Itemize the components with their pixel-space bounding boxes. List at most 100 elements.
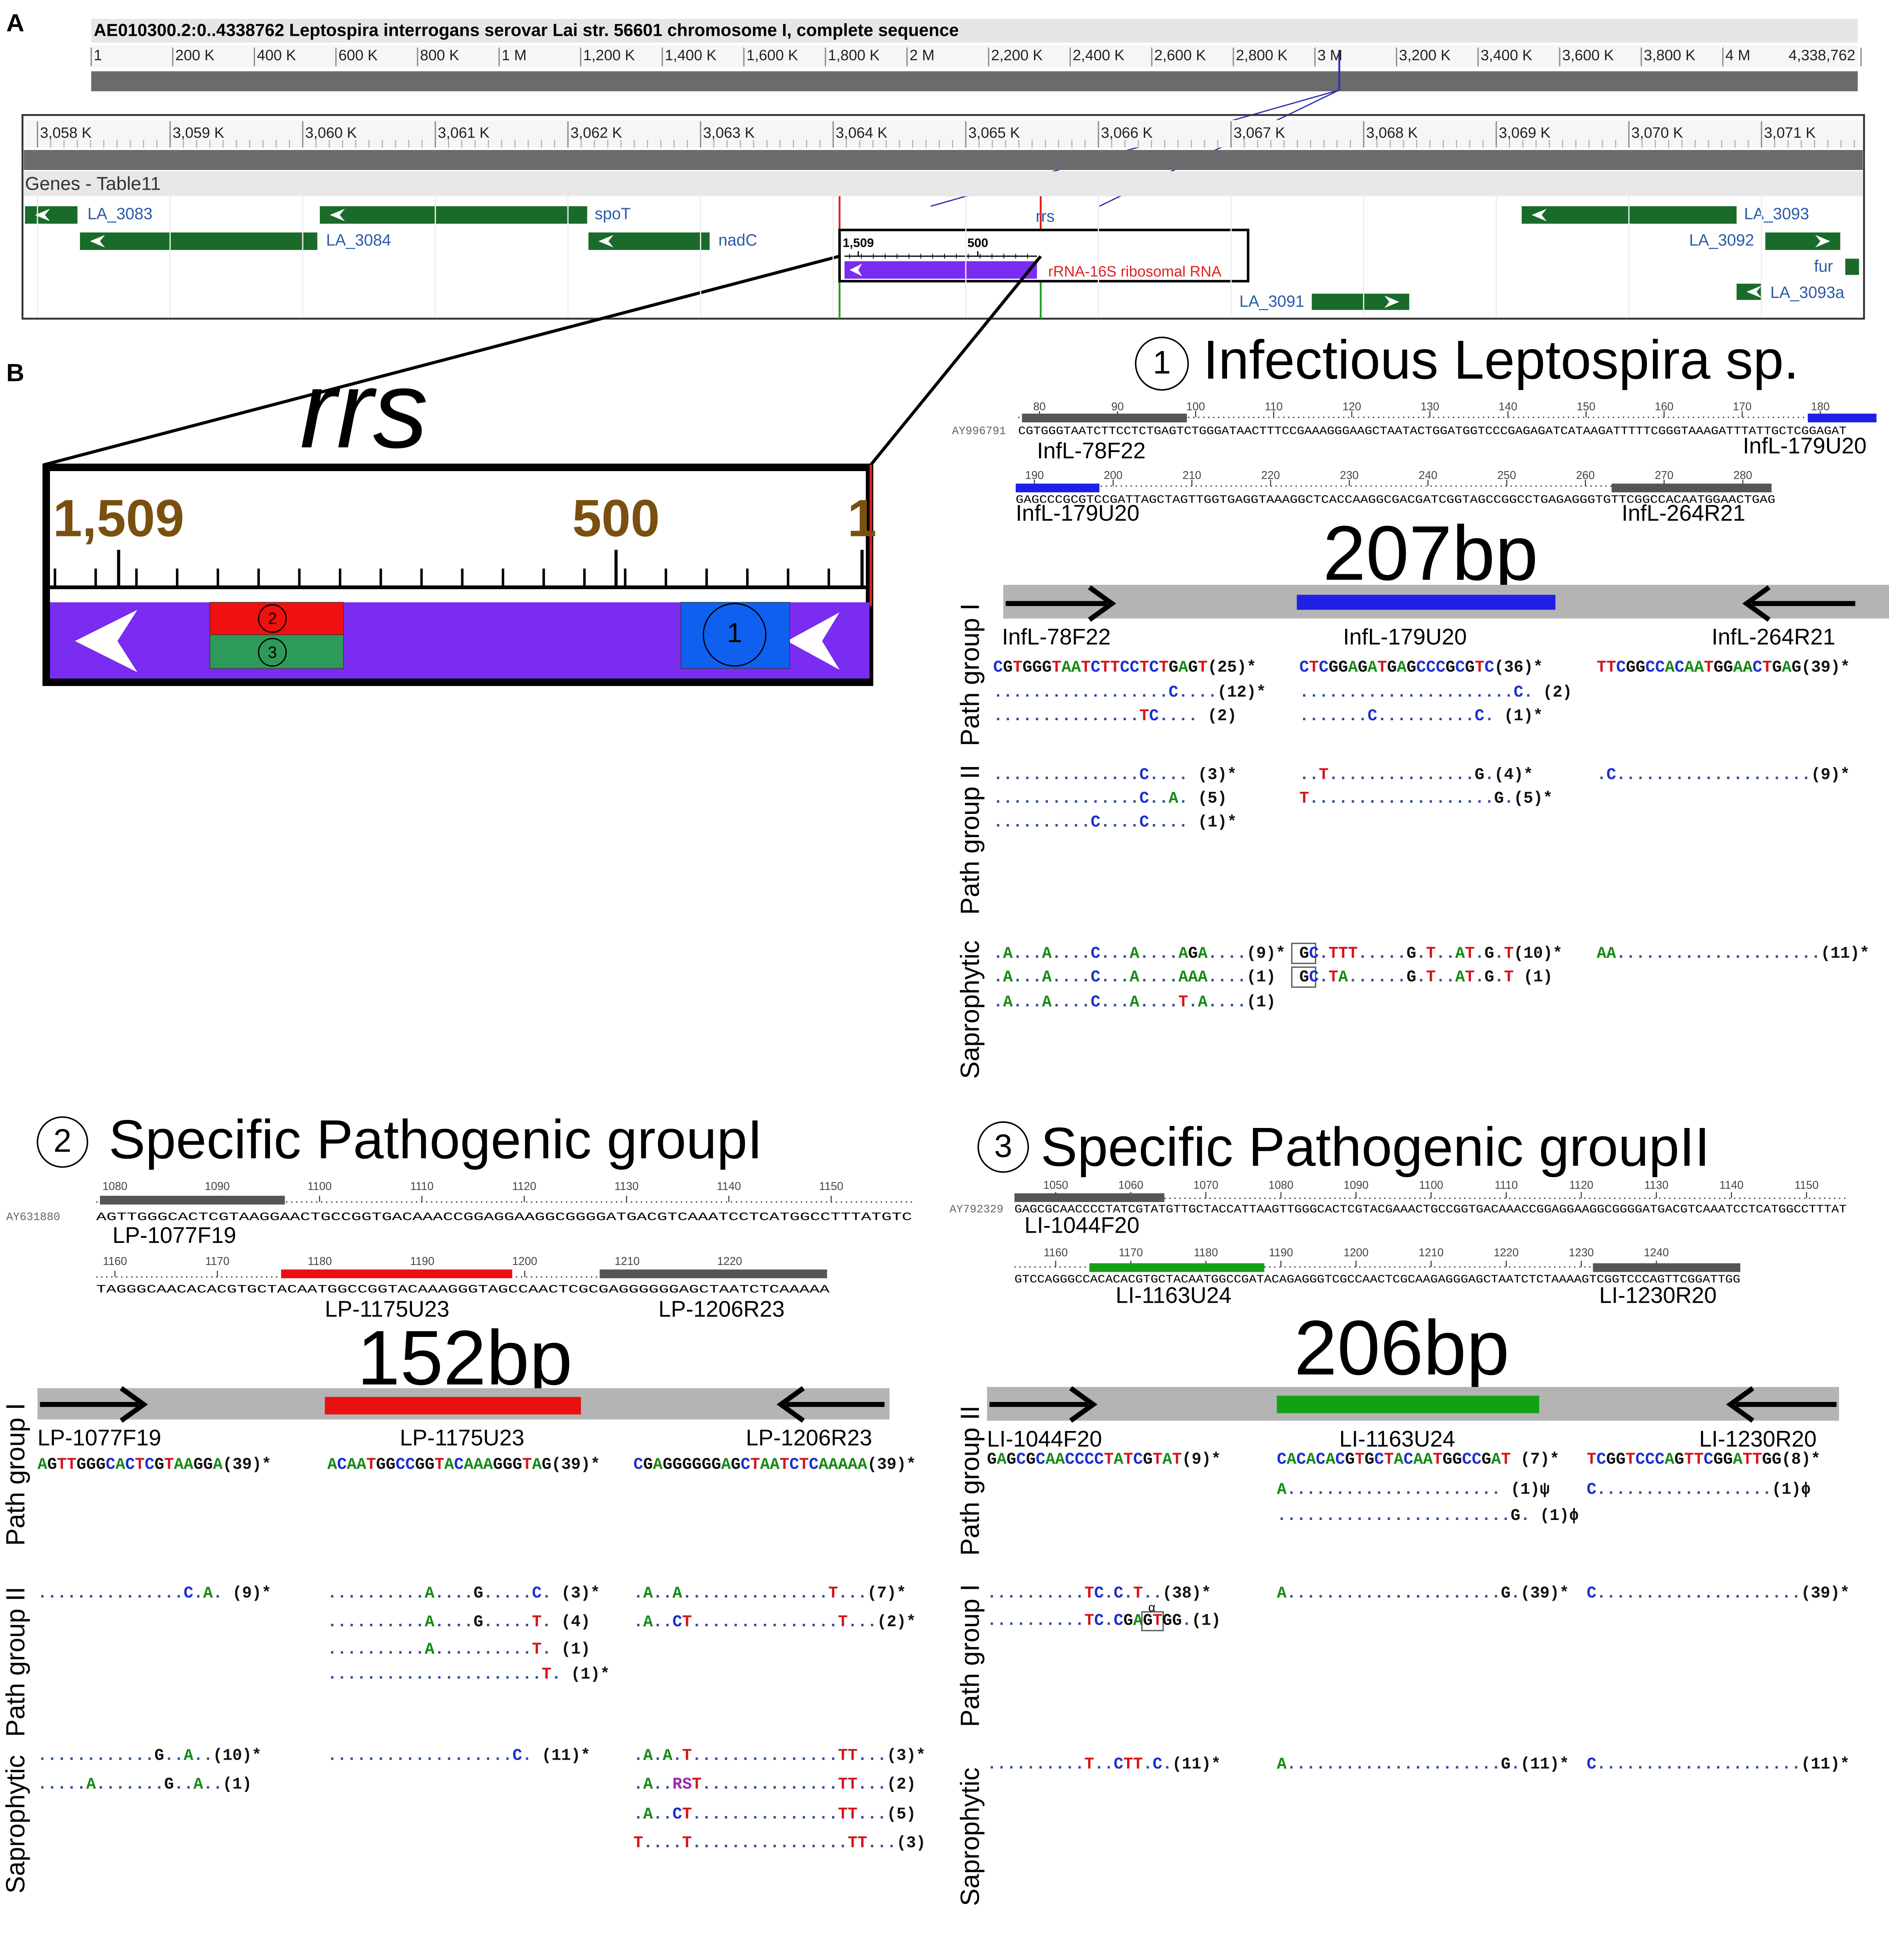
alignment-row: .A..CT...............T...(2)*: [634, 1613, 916, 1631]
position-label: 190: [1025, 469, 1044, 482]
gene-label: LA_3083: [87, 205, 152, 223]
amplicon-size: 152bp: [357, 1315, 572, 1401]
alignment-row: ..........C....C.... (1)*: [993, 814, 1237, 832]
gene-label: nadC: [718, 231, 757, 249]
gene-label: LA_3093: [1744, 205, 1809, 223]
zoom-line: [869, 255, 1042, 466]
strand-arrow: [35, 209, 50, 222]
group-label: Saprophytic: [1, 1755, 30, 1893]
tick-label: 2,600 K: [1154, 47, 1206, 64]
section-number: 1: [1153, 344, 1171, 381]
primer-label: LP-1175U23: [325, 1296, 449, 1322]
position-label: 100: [1186, 401, 1205, 413]
tick-label: 1,509: [53, 489, 185, 547]
gene: [320, 206, 588, 224]
gene-label: spoT: [595, 205, 631, 223]
tick-label: 1 M: [502, 47, 527, 64]
overview-bar: [91, 71, 1858, 91]
feature-label: rRNA-16S ribosomal RNA: [1048, 263, 1222, 280]
gene-label: rrs: [1036, 207, 1055, 225]
primer-arrowhead: [776, 1386, 805, 1423]
alignment-row: ..........TC.C.T..(38)*: [987, 1585, 1211, 1603]
detail-ruler-bg: [24, 120, 1863, 148]
primer-bar: [1593, 1263, 1741, 1272]
position-label: 1090: [205, 1180, 230, 1193]
alignment-row: ...............C..A. (5): [993, 790, 1227, 808]
gene: [25, 206, 78, 224]
primer-bar: [1808, 413, 1877, 423]
alignment-row: .A...A....C...A....AAA....(1): [993, 969, 1276, 987]
primer-label: InfL-264R21: [1712, 624, 1835, 649]
position-label: 1150: [1795, 1179, 1819, 1191]
alignment-row: ACAATGGCCGGTACAAAGGGTAG(39)*: [327, 1456, 600, 1474]
primer-label: LI-1163U24: [1339, 1427, 1455, 1452]
section-circle: [1135, 337, 1189, 391]
group-label: Path group II: [956, 765, 985, 915]
overview-ruler-bg: [91, 45, 1858, 68]
position-label: 120: [1342, 401, 1361, 413]
alignment-row: ..................C....(12)*: [993, 684, 1266, 702]
alignment-row: T...................G.(5)*: [1299, 790, 1553, 808]
alignment-row: ......................T. (1)*: [327, 1666, 610, 1684]
alignment-row: ...............C.A. (9)*: [37, 1585, 271, 1603]
region-circle: [258, 604, 287, 633]
section-circle: [37, 1116, 89, 1168]
position-label: 1160: [1044, 1246, 1068, 1259]
section-title: Infectious Leptospira sp.: [1203, 329, 1799, 390]
alignment-row: .A...A....C...A....T.A....(1): [993, 993, 1276, 1011]
strand-arrow: [1815, 235, 1830, 248]
region-number: 2: [268, 610, 277, 628]
tick-label: 800 K: [420, 47, 459, 64]
alignment-row: .C....................(9)*: [1597, 766, 1850, 784]
reference-sequence: AGTTGGGCACTCGTAAGGAACTGCCGGTGACAAACCGGAG…: [96, 1211, 912, 1224]
alignment-row: ........................G. (1)ϕ: [1277, 1507, 1578, 1525]
strand-arrow: [90, 235, 105, 248]
primer-label: InfL-78F22: [1002, 624, 1111, 649]
section-circle: [977, 1121, 1029, 1173]
gene-name: rrs: [300, 348, 428, 471]
probe-bar: [1277, 1396, 1540, 1413]
gene-track: LA_3083 spoT LA_3084 nadC rrs LA_3093 LA_3092f…: [25, 205, 1859, 310]
position-label: 280: [1734, 469, 1752, 482]
section-title: Specific Pathogenic groupI: [109, 1109, 763, 1170]
group-label: Path group II: [1, 1587, 30, 1737]
position-label: 1050: [1043, 1179, 1068, 1191]
primer-bar: [1612, 483, 1772, 492]
tick-label: 3,062 K: [571, 125, 622, 141]
alignment-row: ............G..A..(10)*: [37, 1747, 261, 1765]
primer-bar: [1014, 1193, 1164, 1202]
strand-arrow: [598, 235, 614, 248]
tick-label: 3,400 K: [1481, 47, 1532, 64]
alignment-row: .A.A.T...............TT...(3)*: [634, 1747, 926, 1765]
tick-label: 400 K: [257, 47, 296, 64]
tick-label: 1,400 K: [665, 47, 716, 64]
probe-bar: [1297, 595, 1556, 610]
primer-label: LP-1206R23: [746, 1425, 872, 1450]
position-label: 1100: [1419, 1179, 1443, 1191]
alignment-row: CGTGGGTAATCTTCCTCTGAGT(25)*: [993, 658, 1257, 677]
panel-label: A: [6, 9, 24, 37]
primer-arrowhead: [1088, 585, 1116, 622]
position-label: 250: [1497, 469, 1516, 482]
gene: [588, 232, 710, 250]
alignment-row: ..........A....G.....T. (4): [327, 1613, 590, 1631]
reference-sequence: TAGGGCAACACACGTGCTACAATGGCCGGTACAAAGGGTA…: [96, 1283, 830, 1296]
feature-bar: [845, 261, 1037, 279]
position-label: 1170: [1119, 1246, 1143, 1259]
primer-label: LP-1077F19: [113, 1223, 236, 1248]
primer-bar: [281, 1269, 512, 1278]
position-label: 160: [1655, 401, 1674, 413]
accession: AY631880: [6, 1211, 60, 1224]
alignment-row: .A..RST..............TT...(2): [634, 1775, 916, 1794]
position-label: 1220: [1494, 1246, 1519, 1259]
position-label: 1140: [717, 1180, 741, 1193]
strand-arrow: [75, 610, 138, 673]
tick-label: 2,800 K: [1236, 47, 1287, 64]
tick-label: 3,800 K: [1644, 47, 1695, 64]
tick-label: 500: [572, 489, 660, 547]
tick-label: 600 K: [338, 47, 378, 64]
position-label: 130: [1421, 401, 1440, 413]
alignment-row: AA.....................(11)*: [1597, 945, 1869, 963]
reference-sequence: GTCCAGGGCCACACACGTGCTACAATGGCCGATACAGAGG…: [1015, 1273, 1740, 1286]
